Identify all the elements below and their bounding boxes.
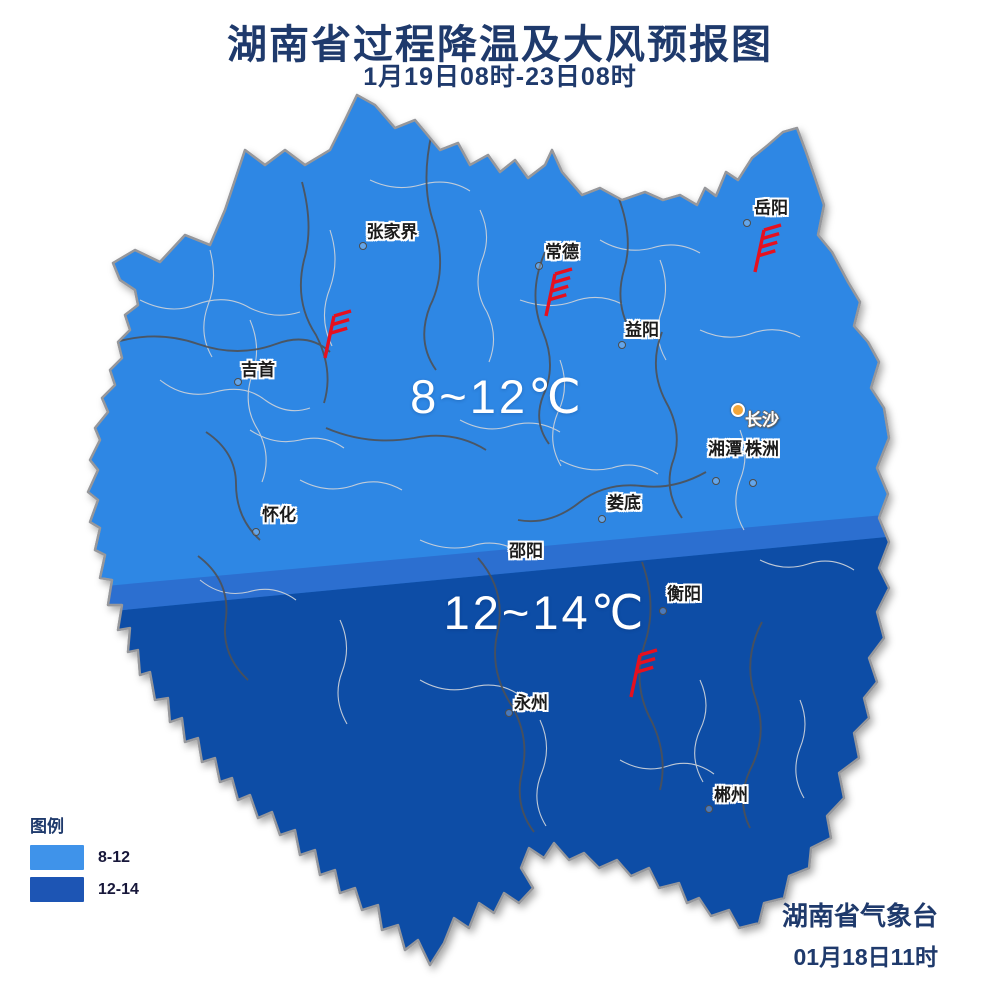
city-marker xyxy=(234,378,242,386)
city-marker xyxy=(359,242,367,250)
legend-item: 8-12 xyxy=(30,845,139,870)
city-marker xyxy=(705,805,713,813)
capital-city-marker xyxy=(731,403,745,417)
city-marker xyxy=(743,219,751,227)
city-marker xyxy=(618,341,626,349)
prefecture-boundaries xyxy=(115,131,763,833)
legend-swatch xyxy=(30,877,84,902)
source-agency: 湖南省气象台 xyxy=(781,901,938,931)
legend-swatch xyxy=(30,845,84,870)
city-label: 湘潭 xyxy=(708,439,742,459)
city-marker xyxy=(535,262,543,270)
city-marker xyxy=(712,477,720,485)
city-label: 益阳 xyxy=(625,320,659,340)
legend-label: 8-12 xyxy=(98,848,131,866)
wind-barb-icon xyxy=(323,309,352,359)
wind-barb-icon xyxy=(544,267,573,317)
city-label: 永州 xyxy=(514,693,548,713)
province-outline xyxy=(86,93,891,967)
city-label: 娄底 xyxy=(607,493,641,513)
city-label: 吉首 xyxy=(241,360,275,380)
city-marker xyxy=(252,528,260,536)
legend-title: 图例 xyxy=(30,817,64,836)
city-label: 郴州 xyxy=(714,785,748,805)
city-label: 怀化 xyxy=(262,505,296,525)
city-marker xyxy=(598,515,606,523)
city-label: 张家界 xyxy=(366,222,418,242)
city-label: 株洲 xyxy=(745,439,779,459)
zone-transition-band xyxy=(88,508,889,618)
wind-barb-icon xyxy=(753,223,782,273)
zone-temperature-label: 8~12℃ xyxy=(410,370,584,423)
legend-item: 12-14 xyxy=(30,877,139,902)
legend: 图例 8-12 12-14 xyxy=(30,812,139,909)
wind-barb-icon xyxy=(629,648,658,698)
city-marker xyxy=(505,709,513,717)
city-label: 衡阳 xyxy=(667,584,701,604)
source-issue-time: 01月18日11时 xyxy=(793,944,938,970)
legend-label: 12-14 xyxy=(98,880,139,898)
zone-temperature-label: 12~14℃ xyxy=(443,586,647,639)
city-label: 邵阳 xyxy=(509,541,543,561)
city-label: 长沙 xyxy=(745,410,779,430)
city-label: 岳阳 xyxy=(754,198,788,218)
city-marker xyxy=(749,479,757,487)
city-label: 常德 xyxy=(545,242,579,262)
city-marker xyxy=(659,607,667,615)
